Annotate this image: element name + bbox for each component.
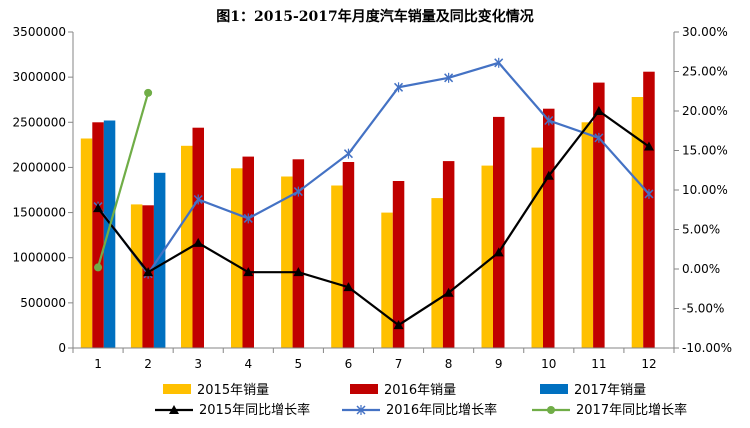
- point-2016年同比增长率-month-12: [644, 188, 654, 199]
- bar-2016-month-7: [392, 181, 405, 348]
- bar-2016-month-5: [292, 159, 305, 348]
- bar-2016-month-6: [342, 162, 355, 348]
- bar-2015-month-9: [481, 165, 493, 348]
- legend-label: 2016年销量: [384, 383, 456, 398]
- bar-2015-month-12: [631, 97, 644, 348]
- left-tick-label: 2500000: [13, 115, 66, 129]
- line-2016年同比增长率: [97, 61, 650, 276]
- left-tick-label: 3500000: [13, 25, 66, 39]
- left-tick-label: 3000000: [13, 70, 66, 84]
- bar-2015-month-2: [130, 204, 143, 348]
- bar-2016-month-12: [643, 71, 655, 348]
- legend-marker-2017年同比增长率: [547, 406, 555, 414]
- legend: 2015年销量 2016年销量 2017年销量 2015年同比增长率 2016年同比增长…: [155, 383, 687, 418]
- right-tick-label: 20.00%: [682, 104, 728, 118]
- point-2015年同比增长率-month-6: [343, 282, 354, 292]
- point-2016年同比增长率-month-6: [343, 148, 353, 159]
- bar-2016-month-10: [543, 108, 555, 348]
- x-tick-label: 1: [94, 357, 102, 371]
- right-tick-label: 0.00%: [682, 262, 720, 276]
- line-2015年同比增长率: [97, 109, 650, 327]
- point-2015年同比增长率-month-8: [443, 287, 454, 297]
- lines-layer: [93, 57, 654, 330]
- bar-2015-month-10: [531, 147, 543, 348]
- x-tick-label: 4: [244, 357, 252, 371]
- point-2015年同比增长率-month-5: [293, 267, 304, 277]
- bar-2015-month-7: [381, 212, 393, 348]
- bar-2015-month-11: [581, 122, 594, 348]
- legend-marker-2016年同比增长率: [356, 405, 366, 415]
- bar-2017-month-2: [153, 172, 166, 348]
- left-tick-label: 1500000: [13, 206, 66, 220]
- x-tick-label: 10: [541, 357, 556, 371]
- bar-2015-month-1: [80, 138, 93, 348]
- point-2015年同比增长率-month-11: [593, 106, 604, 115]
- bar-2016-month-3: [192, 127, 204, 348]
- right-tick-label: 30.00%: [682, 25, 728, 39]
- point-2016年同比增长率-month-11: [594, 132, 604, 143]
- x-tick-label: 2: [144, 357, 152, 371]
- bar-2015-month-8: [431, 198, 443, 348]
- bar-2016-month-8: [442, 161, 455, 348]
- bar-2016-month-1: [92, 122, 104, 348]
- legend-label: 2017年销量: [574, 383, 646, 398]
- point-2015年同比增长率-month-3: [193, 237, 204, 247]
- legend-label: 2015年销量: [197, 383, 269, 398]
- legend-swatch-2016年销量: [350, 384, 378, 394]
- bar-2017-month-1: [103, 120, 116, 348]
- x-tick-label: 7: [395, 357, 403, 371]
- bars-layer: [80, 71, 655, 349]
- x-tick-label: 9: [495, 357, 503, 371]
- point-2015年同比增长率-month-4: [243, 267, 254, 277]
- x-tick-label: 8: [445, 357, 453, 371]
- bar-2016-month-11: [593, 82, 605, 348]
- legend-label: 2016年同比增长率: [386, 402, 497, 418]
- legend-swatch-2017年销量: [540, 384, 568, 394]
- bar-2015-month-5: [281, 176, 293, 348]
- bar-2016-month-9: [493, 116, 505, 349]
- right-tick-label: 15.00%: [682, 144, 728, 158]
- axes-layer: 0 500000 1000000 1500000 2000000 2500000 30000…: [13, 25, 733, 371]
- point-2016年同比增长率-month-4: [243, 213, 253, 224]
- legend-label: 2015年同比增长率: [199, 402, 310, 418]
- chart-title: 图1：2015-2017年月度汽车销量及同比变化情况: [216, 9, 534, 25]
- x-tick-label: 3: [194, 357, 202, 371]
- point-2016年同比增长率-month-9: [494, 57, 504, 68]
- left-tick-label: 2000000: [13, 160, 66, 174]
- right-tick-label: 5.00%: [682, 223, 720, 237]
- bar-2015-month-6: [331, 185, 343, 348]
- x-tick-label: 6: [345, 357, 353, 371]
- bar-2016-month-4: [242, 156, 254, 348]
- right-tick-label: -5.00%: [682, 302, 724, 316]
- point-2015年同比增长率-month-2: [143, 267, 154, 277]
- x-tick-label: 11: [591, 357, 606, 371]
- bar-2015-month-4: [231, 168, 243, 348]
- right-tick-label: 25.00%: [682, 65, 728, 79]
- point-2016年同比增长率-month-7: [394, 82, 404, 93]
- point-2015年同比增长率-month-9: [493, 247, 504, 257]
- point-2016年同比增长率-month-10: [544, 115, 554, 126]
- left-tick-label: 500000: [20, 296, 66, 310]
- point-2016年同比增长率-month-3: [193, 194, 203, 205]
- left-tick-label: 1000000: [13, 251, 66, 265]
- x-tick-label: 12: [641, 357, 656, 371]
- left-tick-label: 0: [58, 341, 66, 355]
- legend-marker-2015年同比增长率: [169, 405, 179, 414]
- point-2015年同比增长率-month-7: [393, 320, 404, 330]
- right-tick-label: 10.00%: [682, 183, 728, 197]
- point-2017年同比增长率-month-1: [94, 263, 103, 272]
- point-2015年同比增长率-month-10: [543, 170, 554, 180]
- point-2016年同比增长率-month-5: [293, 186, 303, 197]
- right-tick-label: -10.00%: [682, 341, 732, 355]
- point-2016年同比增长率-month-8: [444, 72, 454, 83]
- line-2017年同比增长率: [96, 92, 150, 268]
- legend-label: 2017年同比增长率: [576, 402, 687, 418]
- x-tick-label: 5: [295, 357, 303, 371]
- legend-swatch-2015年销量: [163, 384, 191, 394]
- point-2017年同比增长率-month-2: [144, 88, 153, 97]
- point-2015年同比增长率-month-1: [93, 203, 104, 213]
- point-2015年同比增长率-month-12: [643, 141, 654, 151]
- bar-2015-month-3: [181, 145, 193, 348]
